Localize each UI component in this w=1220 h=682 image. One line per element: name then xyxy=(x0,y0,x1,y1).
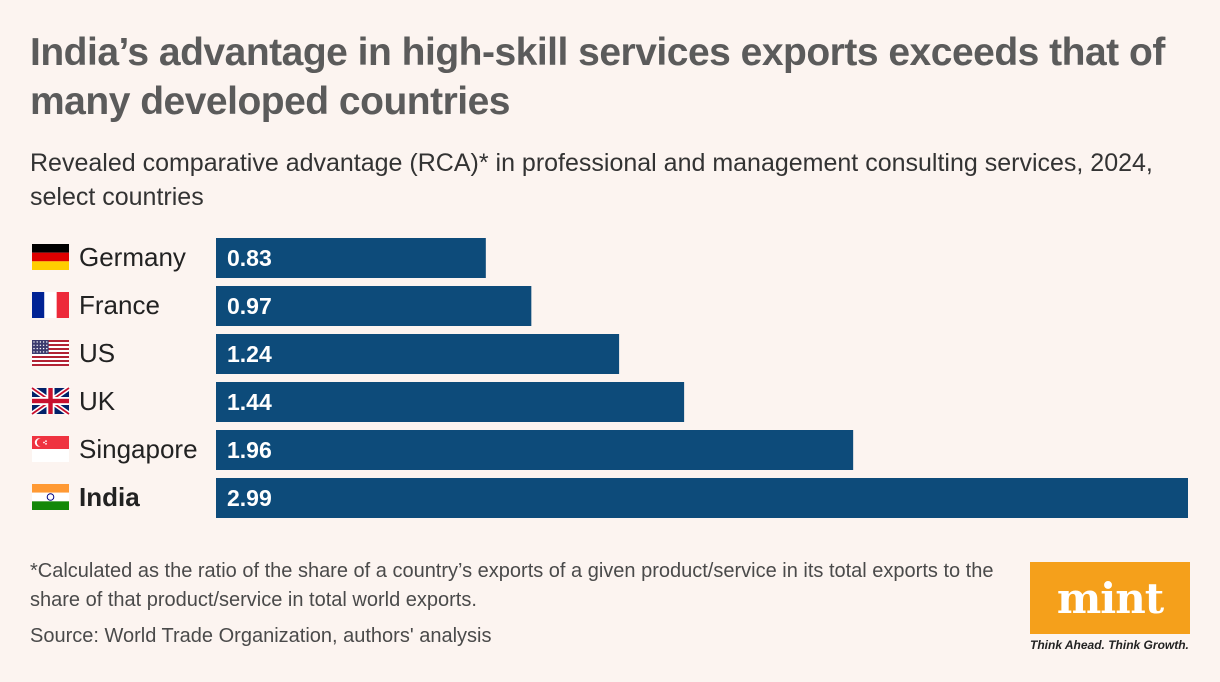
category-label-singapore: Singapore xyxy=(79,434,198,464)
flags-layer xyxy=(30,244,71,510)
germany-flag-icon xyxy=(32,244,69,270)
category-label-uk: UK xyxy=(79,386,116,416)
source-note: Source: World Trade Organization, author… xyxy=(30,625,492,647)
mint-logo: mint xyxy=(1030,562,1190,634)
france-flag-icon xyxy=(32,292,69,318)
bar-singapore xyxy=(216,430,854,470)
india-flag-icon xyxy=(32,484,69,510)
chart-title: India’s advantage in high-skill services… xyxy=(30,31,1165,123)
value-label-france: 0.97 xyxy=(227,293,272,319)
uk-flag-icon xyxy=(30,385,71,417)
category-labels-layer: Germany France US UK Singapore India xyxy=(79,242,198,512)
bar-us xyxy=(216,334,620,374)
bar-germany xyxy=(216,238,486,278)
category-label-france: France xyxy=(79,290,160,320)
category-label-germany: Germany xyxy=(79,242,186,272)
category-label-india: India xyxy=(79,482,140,512)
bar-india xyxy=(216,478,1188,518)
bar-uk xyxy=(216,382,685,422)
value-labels-layer: 0.83 0.97 1.24 1.44 1.96 2.99 xyxy=(227,245,272,511)
logo-tagline: Think Ahead. Think Growth. xyxy=(1030,638,1189,652)
category-label-us: US xyxy=(79,338,115,368)
us-flag-icon xyxy=(32,340,69,366)
value-label-uk: 1.44 xyxy=(227,389,272,415)
value-label-germany: 0.83 xyxy=(227,245,272,271)
bar-france xyxy=(216,286,532,326)
singapore-flag-icon xyxy=(32,436,69,462)
chart-subtitle: Revealed comparative advantage (RCA)* in… xyxy=(30,149,1153,211)
value-label-india: 2.99 xyxy=(227,485,272,511)
bars-layer xyxy=(216,238,1188,518)
footnote: *Calculated as the ratio of the share of… xyxy=(30,560,994,611)
value-label-singapore: 1.96 xyxy=(227,437,272,463)
value-label-us: 1.24 xyxy=(227,341,272,367)
